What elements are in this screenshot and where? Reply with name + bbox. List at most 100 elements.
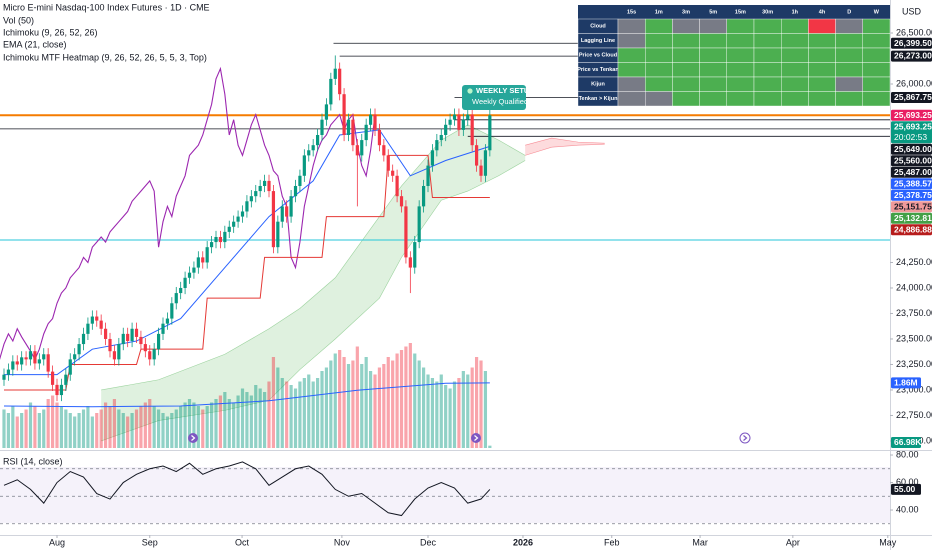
heatmap-cell	[645, 62, 673, 78]
volume-bar	[86, 406, 90, 448]
candle-body	[201, 257, 205, 263]
candle-body	[466, 114, 470, 120]
volume-bar	[421, 367, 426, 448]
candle-body	[77, 344, 81, 355]
volume-bar	[205, 406, 209, 448]
candle-body	[95, 316, 99, 321]
candle-body	[382, 145, 386, 156]
candle-body	[232, 221, 236, 227]
heatmap-cell	[753, 76, 782, 92]
heatmap-cell	[617, 33, 646, 49]
candle-body	[11, 361, 15, 370]
candle-body	[391, 170, 395, 176]
heatmap-cell	[672, 33, 700, 49]
heatmap-cell	[808, 47, 836, 63]
event-icon-glyph	[474, 435, 479, 441]
volume-bar	[368, 371, 373, 448]
volume-bar	[112, 399, 117, 448]
heatmap-column-label: D	[847, 9, 851, 15]
heatmap-cell	[862, 18, 891, 34]
currency-label: USD	[902, 6, 922, 16]
price-tag	[891, 178, 932, 190]
price-tag-label: 25,151.75	[894, 201, 932, 211]
price-tag-label: 26,399.50	[894, 38, 932, 48]
candle-body	[439, 134, 443, 141]
heatmap-cell	[672, 62, 700, 78]
heatmap-row-label: Cloud	[590, 24, 606, 30]
heatmap-cell	[699, 62, 727, 78]
candle-body	[395, 175, 399, 197]
candle-body	[342, 94, 346, 135]
volume-bar	[152, 406, 156, 448]
candle-body	[399, 196, 404, 207]
price-tag-label: 25,649.00	[894, 144, 932, 154]
heatmap-row-label: Kijun	[591, 82, 605, 88]
volume-bar	[320, 371, 324, 448]
heatmap-cell	[835, 62, 863, 78]
volume-bar	[271, 357, 276, 448]
volume-tag-label: 1.86M	[894, 377, 918, 387]
price-tag	[891, 91, 932, 103]
price-tag	[891, 109, 932, 121]
volume-bar	[479, 360, 483, 448]
volume-bar	[399, 350, 404, 448]
rsi-band	[0, 467, 890, 523]
candle-body	[108, 338, 112, 352]
heatmap-cell	[672, 91, 700, 107]
candle-body	[112, 351, 117, 360]
candle-body	[196, 257, 200, 268]
candle-body	[37, 359, 41, 364]
volume-bar	[254, 385, 258, 448]
candle-body	[435, 140, 439, 151]
candle-body	[338, 68, 342, 95]
candle-body	[245, 201, 249, 212]
volume-bar	[488, 445, 492, 448]
ema-line	[4, 129, 490, 376]
heatmap-cell	[835, 18, 863, 34]
heatmap-cell	[672, 18, 700, 34]
heatmap-cell	[808, 91, 836, 107]
volume-bar	[346, 364, 351, 448]
candle-body	[289, 196, 293, 217]
lagging-line	[0, 66, 376, 361]
candle-body	[320, 119, 324, 135]
volume-bar	[50, 395, 55, 448]
volume-bar	[103, 402, 108, 448]
price-tag-label: 25,388.57	[894, 178, 932, 188]
volume-bar	[108, 406, 112, 448]
price-tag	[891, 121, 932, 144]
volume-bar	[170, 413, 174, 448]
x-tick-label: Mar	[692, 537, 708, 547]
badge: WEEKLY SETUP Weekly Qualified	[462, 85, 534, 110]
volume-bar	[457, 378, 461, 448]
volume-tag	[891, 437, 921, 448]
heatmap-cell	[617, 62, 646, 78]
heatmap-cell	[753, 91, 782, 107]
heatmap-cell	[645, 91, 673, 107]
y-tick-label: 23,250.00	[896, 359, 932, 369]
candle-body	[258, 185, 262, 192]
candle-body	[315, 134, 320, 146]
price-tag-label: 25,132.81	[894, 213, 932, 223]
volume-bar	[382, 364, 386, 448]
volume-bar	[232, 402, 236, 448]
volume-bar	[395, 353, 399, 448]
candle-body	[183, 277, 187, 288]
heatmap-cell	[753, 47, 782, 63]
candle-body	[227, 226, 231, 232]
volume-bar	[426, 374, 430, 448]
heatmap-cell	[699, 47, 727, 63]
candle-body	[139, 336, 143, 345]
volume-bar	[156, 409, 161, 448]
volume-bar	[285, 381, 289, 448]
candle-body	[209, 242, 214, 248]
volume-bar	[143, 402, 147, 448]
heatmap-row-label: Price vs Cloud	[579, 53, 617, 59]
candle-body	[187, 272, 192, 278]
candle-body	[86, 323, 90, 334]
symbol-title: Micro E-mini Nasdaq-100 Index Futures · …	[3, 2, 210, 12]
heatmap-column-label: W	[874, 9, 880, 15]
candle-body	[298, 175, 302, 186]
candle-body	[470, 114, 474, 146]
volume-bar	[377, 367, 382, 448]
